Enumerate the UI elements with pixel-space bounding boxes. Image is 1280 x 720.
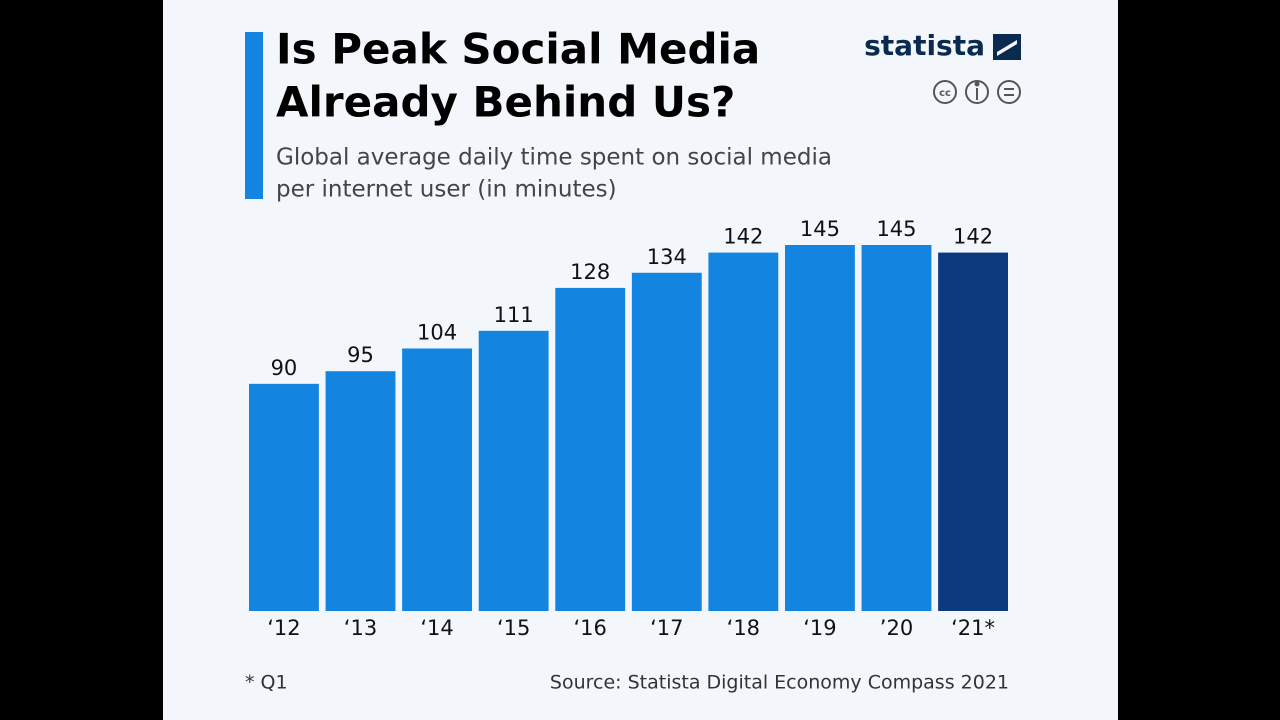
x-tick-label: ’20	[880, 616, 913, 640]
x-tick-label: ‘15	[497, 616, 530, 640]
license-icons	[933, 80, 1021, 104]
bar	[631, 272, 702, 611]
value-label: 134	[647, 245, 687, 269]
bar	[402, 348, 473, 611]
bar	[555, 287, 626, 611]
value-label: 111	[494, 303, 534, 327]
x-tick-label: ‘14	[420, 616, 453, 640]
accent-bar	[245, 32, 263, 199]
value-label: 145	[876, 217, 916, 241]
value-label: 90	[271, 356, 298, 380]
source: Source: Statista Digital Economy Compass…	[550, 672, 1009, 694]
x-tick-label: ‘12	[267, 616, 300, 640]
bar	[784, 245, 855, 611]
value-label: 142	[723, 225, 763, 249]
brand-icon	[993, 34, 1021, 60]
value-label: 104	[417, 320, 457, 344]
chart-subtitle: Global average daily time spent on socia…	[276, 145, 832, 171]
bar	[325, 371, 396, 611]
bar	[938, 252, 1008, 611]
value-label: 142	[953, 225, 993, 249]
footnote: * Q1	[245, 672, 288, 694]
value-label: 95	[347, 343, 374, 367]
x-tick-label: ‘21*	[951, 616, 995, 640]
bar	[861, 245, 932, 611]
chart-title: Is Peak Social Media	[276, 25, 760, 74]
value-label: 145	[800, 217, 840, 241]
x-tick-label: ‘19	[803, 616, 836, 640]
bar	[478, 330, 549, 611]
bar	[249, 383, 319, 611]
value-label: 128	[570, 260, 610, 284]
brand-logo: statista	[864, 29, 985, 62]
x-tick-label: ‘17	[650, 616, 683, 640]
x-tick-label: ‘18	[727, 616, 760, 640]
bar	[708, 252, 779, 611]
license-label: cc	[939, 88, 951, 99]
chart-title: Already Behind Us?	[276, 78, 735, 127]
chart-subtitle: per internet user (in minutes)	[276, 177, 617, 203]
x-tick-label: ‘16	[574, 616, 607, 640]
x-tick-label: ‘13	[344, 616, 377, 640]
